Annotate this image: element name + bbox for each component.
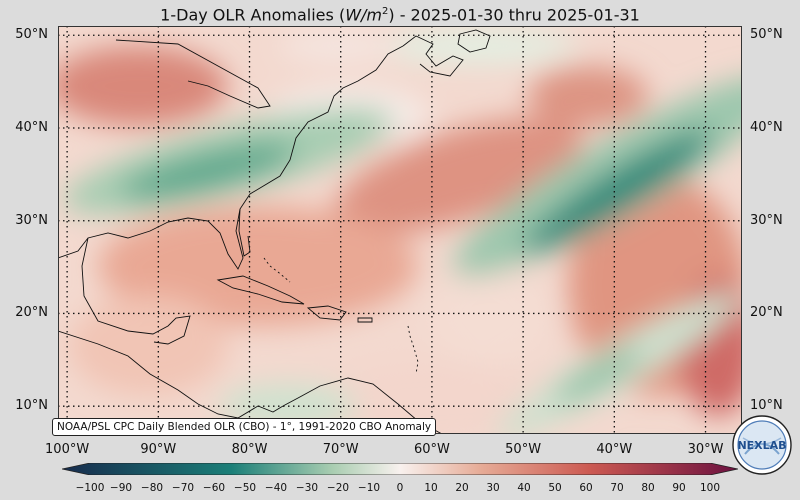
lon-label: 80°W	[231, 442, 268, 457]
central-america	[58, 330, 284, 419]
colorbar-tick-label: −30	[295, 482, 319, 494]
title-prefix: 1-Day OLR Anomalies (	[160, 5, 346, 25]
colorbar-tick-label: 30	[486, 482, 500, 494]
us-east-coastline	[58, 45, 404, 270]
lat-label-left: 40°N	[15, 120, 48, 135]
colorbar-tick-label: 20	[455, 482, 469, 494]
lon-label: 100°W	[45, 442, 90, 457]
olr-anomaly-map	[58, 26, 742, 434]
logo-text: NEXLAB	[737, 439, 786, 452]
colorbar-tick-label: 90	[672, 482, 686, 494]
lon-label: 60°W	[413, 442, 450, 457]
newfoundland	[457, 29, 491, 53]
title-unit: W/m	[345, 5, 382, 25]
cuba	[216, 275, 305, 305]
lat-label-right: 10°N	[750, 398, 783, 414]
lat-label-right: 20°N	[750, 305, 783, 321]
canada-coast	[402, 35, 464, 77]
colorbar-tick-label: −20	[326, 482, 350, 494]
lon-label: 30°W	[687, 442, 724, 457]
puerto-rico	[357, 317, 373, 323]
colorbar-tick-label: 0	[396, 482, 404, 494]
colorbar-tick-label: −10	[357, 482, 381, 494]
lon-label: 70°W	[322, 442, 359, 457]
lesser-antilles	[407, 325, 419, 375]
colorbar-gradient	[62, 463, 738, 475]
colorbar-tick-label: −80	[140, 482, 164, 494]
lat-label-left: 20°N	[15, 305, 48, 321]
lon-label: 90°W	[140, 442, 177, 457]
lat-label-left: 10°N	[15, 398, 48, 414]
colorbar	[62, 463, 738, 475]
colorbar-tick-label: 40	[517, 482, 531, 494]
colorbar-tick-label: −50	[233, 482, 257, 494]
colorbar-tick-label: 100	[699, 482, 721, 494]
gulf-coast-mexico	[81, 237, 191, 345]
chart-title: 1-Day OLR Anomalies (W/m2) - 2025-01-30 …	[0, 0, 800, 24]
title-suffix: ) - 2025-01-30 thru 2025-01-31	[388, 5, 640, 25]
lat-label-right: 30°N	[750, 212, 783, 228]
colorbar-tick-label: 80	[641, 482, 655, 494]
data-source-credit: NOAA/PSL CPC Daily Blended OLR (CBO) - 1…	[52, 418, 437, 436]
title-unit-exponent: 2	[381, 6, 389, 17]
colorbar-tick-label: 50	[548, 482, 562, 494]
lon-label: 50°W	[505, 442, 542, 457]
great-lakes-border	[115, 39, 271, 109]
lat-label-left: 30°N	[15, 212, 48, 228]
hispaniola	[306, 305, 347, 321]
anomaly-field	[58, 28, 742, 434]
nexlab-logo-icon: NEXLAB	[732, 415, 792, 475]
colorbar-tick-label: 70	[610, 482, 624, 494]
colorbar-tick-label: −90	[109, 482, 133, 494]
lat-label-left: 50°N	[15, 27, 48, 43]
colorbar-tick-label: −70	[171, 482, 195, 494]
colorbar-tick-label: −40	[264, 482, 288, 494]
lat-label-right: 50°N	[750, 27, 783, 43]
colorbar-tick-label: −60	[202, 482, 226, 494]
colorbar-tick-label: −100	[75, 482, 105, 494]
lon-label: 40°W	[596, 442, 633, 457]
graticule	[58, 26, 742, 434]
colorbar-tick-label: 60	[579, 482, 593, 494]
colorbar-tick-label: 10	[424, 482, 438, 494]
bahamas	[263, 257, 291, 283]
lat-label-right: 40°N	[750, 120, 783, 135]
